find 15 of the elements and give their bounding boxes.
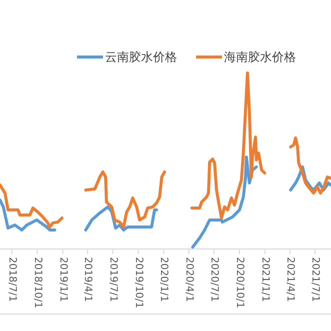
x-tick-label: 2020/1/1 [158, 257, 170, 302]
x-tick-label: 2018/7/1 [6, 257, 18, 302]
legend-label: 海南胶水价格 [224, 50, 296, 64]
x-tick-label: 2019/7/1 [107, 257, 118, 302]
x-tick-label: 2021/4/1 [284, 257, 296, 302]
legend-label: 云南胶水价格 [105, 50, 177, 64]
x-tick-label: 2018/10/1 [32, 257, 43, 308]
x-tick-label: 2021/7/1 [309, 257, 320, 302]
x-tick-label: 2019/4/1 [82, 257, 94, 302]
x-tick-label: 2019/10/1 [132, 257, 144, 308]
x-tick-label: 2020/4/1 [183, 257, 194, 302]
x-tick-label: 2021/1/1 [259, 257, 270, 302]
x-tick-label: 2020/10/1 [234, 257, 245, 308]
x-tick-label: 2019/1/1 [57, 257, 68, 302]
x-tick-label: 2020/7/1 [208, 257, 220, 302]
